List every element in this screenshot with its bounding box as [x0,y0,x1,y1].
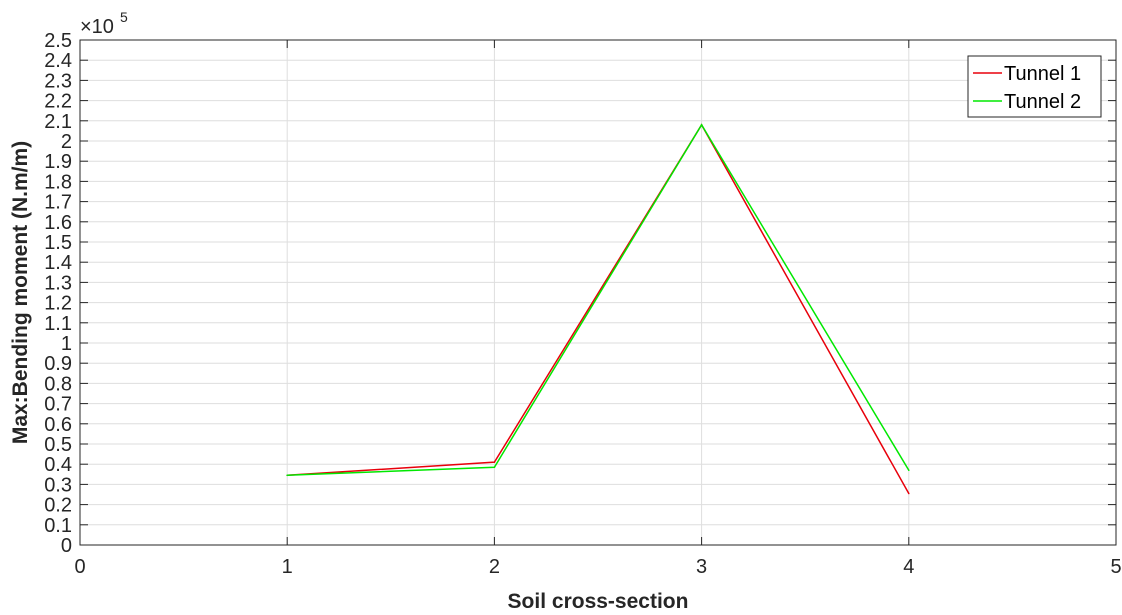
data-point [700,124,703,126]
x-axis-ticks: 0 1 2 3 4 5 [74,40,1122,578]
y-tick-label: 1 [61,333,72,355]
plot-frame [79,39,1117,546]
series-line-tunnel-2 [287,123,910,477]
x-tick-label: 1 [282,556,293,578]
y-tick-label: 0.4 [44,454,72,476]
y-tick-label: 1.4 [44,252,72,274]
y-tick-label: 0.2 [44,495,72,517]
y-tick-label: 0.5 [44,434,72,456]
y-tick-label: 1.6 [44,212,72,234]
data-point [908,492,910,495]
y-tick-label: 0.6 [44,414,72,436]
y-tick-label: 2 [61,131,72,153]
y-tick-label: 1.7 [44,192,72,214]
y-tick-label: 0.1 [44,515,72,537]
legend-entry-label: Tunnel 1 [1004,63,1081,85]
data-point [908,469,910,472]
y-tick-label: 0.9 [44,353,72,375]
series-layer [286,123,910,495]
x-axis-label: Soil cross-section [508,590,689,613]
x-tick-label: 4 [903,556,914,578]
x-tick-label: 0 [74,556,85,578]
y-tick-label: 1.5 [44,232,72,254]
data-point [286,474,289,477]
data-point [493,461,496,463]
y-tick-label: 2.2 [44,91,72,113]
y-exponent: ×10 5 [80,9,128,38]
legend-box [967,55,1102,118]
y-tick-label: 1.2 [44,293,72,315]
legend-entry-label: Tunnel 2 [1004,91,1081,113]
data-point [493,466,496,469]
y-tick-label: 2.3 [44,70,72,92]
y-tick-label: 2.5 [44,30,72,52]
y-exponent-base: ×10 [80,16,114,38]
y-tick-label: 0.3 [44,474,72,496]
x-tick-label: 5 [1110,556,1121,578]
y-tick-label: 1.9 [44,151,72,173]
y-tick-label: 2.1 [44,111,72,133]
y-tick-label: 0.7 [44,394,72,416]
y-tick-label: 2.4 [44,50,72,72]
x-tick-label: 2 [489,556,500,578]
y-tick-label: 1.1 [44,313,72,335]
x-tick-label: 3 [696,556,707,578]
y-tick-label: 0 [61,535,72,557]
y-tick-label: 1.3 [44,272,72,294]
series-line-tunnel-1 [287,123,910,494]
y-tick-label: 1.8 [44,171,72,193]
y-tick-label: 0.8 [44,373,72,395]
y-exponent-power: 5 [120,9,128,25]
y-axis-label: Max:Bending moment (N.m/m) [9,141,32,444]
y-axis-ticks: 00.10.20.30.40.50.60.70.80.911.11.21.31.… [44,30,1116,557]
legend: Tunnel 1 Tunnel 2 [967,55,1102,118]
